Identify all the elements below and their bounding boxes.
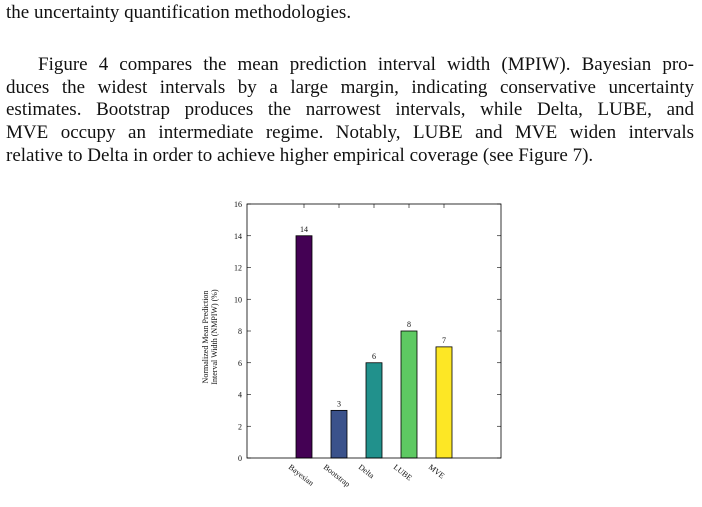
y-tick-label: 0 xyxy=(238,454,242,463)
data-label: 7 xyxy=(442,336,446,345)
y-tick-label: 8 xyxy=(238,327,242,336)
y-axis-label: Interval Width (NMPIW) (%) xyxy=(210,289,219,385)
text-line: MVE occupy an intermediate regime. Notab… xyxy=(6,122,694,143)
data-label: 6 xyxy=(372,352,376,361)
axes-frame xyxy=(246,203,502,459)
y-tick-label: 16 xyxy=(234,200,242,209)
y-tick-label: 12 xyxy=(234,264,242,273)
x-tick-label: LUBE xyxy=(392,462,414,482)
data-label: 14 xyxy=(300,225,308,234)
x-tick-label: MVE xyxy=(427,462,447,480)
y-axis-label: Normalized Mean Prediction xyxy=(201,291,210,384)
bar xyxy=(295,235,313,459)
x-tick-label: Bayesian xyxy=(287,462,316,487)
y-tick-label: 6 xyxy=(238,359,242,368)
y-tick-label: 14 xyxy=(234,232,242,241)
bar xyxy=(400,330,418,459)
text-line: duces the widest intervals by a large ma… xyxy=(6,77,694,98)
y-tick-label: 2 xyxy=(238,422,242,431)
x-tick-label: Bootstrap xyxy=(322,462,352,488)
y-tick-label: 10 xyxy=(234,295,242,304)
bar xyxy=(330,409,348,459)
bar xyxy=(365,362,383,459)
text-line: Figure 4 compares the mean prediction in… xyxy=(38,54,694,75)
y-tick-label: 4 xyxy=(238,391,242,400)
data-label: 3 xyxy=(337,399,341,408)
data-label: 8 xyxy=(407,320,411,329)
x-tick-label: Delta xyxy=(357,462,377,480)
text-line: the uncertainty quantification methodolo… xyxy=(6,2,352,23)
bar xyxy=(435,346,453,459)
text-line: estimates. Bootstrap produces the narrow… xyxy=(6,99,694,120)
text-line: relative to Delta in order to achieve hi… xyxy=(6,145,594,166)
